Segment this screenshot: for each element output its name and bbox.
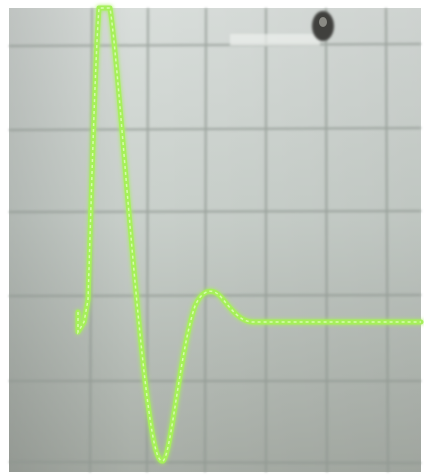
grid-line xyxy=(9,295,421,296)
page xyxy=(0,0,424,475)
grid-line xyxy=(9,462,421,463)
oscilloscope-photo xyxy=(0,0,424,475)
screw-highlight xyxy=(319,17,327,27)
glare xyxy=(230,34,320,46)
screen-shade xyxy=(9,8,421,472)
grid-line xyxy=(326,8,327,472)
grid-line xyxy=(9,211,421,212)
grid-line xyxy=(205,8,206,472)
